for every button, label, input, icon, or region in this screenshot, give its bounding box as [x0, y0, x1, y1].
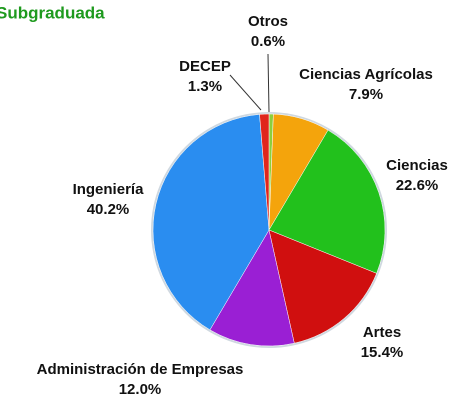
slice-value-label: 22.6%	[396, 177, 439, 194]
slice-value-label: 15.4%	[361, 344, 404, 361]
slice-label: Otros	[248, 13, 288, 30]
slice-value-label: 40.2%	[87, 201, 130, 218]
pie-slice	[259, 113, 270, 231]
slice-value-label: 7.9%	[349, 86, 383, 103]
leader-lines	[229, 53, 270, 113]
chart-title: Subgraduada	[0, 3, 105, 22]
slice-value-label: 0.6%	[251, 33, 285, 50]
pie-slice	[152, 114, 270, 331]
pie-slice	[268, 129, 386, 274]
slice-label: DECEP	[179, 58, 231, 75]
slice-label: Artes	[363, 324, 401, 341]
pie-slice	[209, 229, 295, 347]
slice-label: Administración de Empresas	[37, 361, 244, 378]
pie-slice	[268, 229, 377, 344]
slice-label: Ciencias	[386, 157, 448, 174]
slice-label: Ciencias Agrícolas	[299, 66, 433, 83]
slice-value-label: 1.3%	[188, 78, 222, 95]
slice-value-label: 12.0%	[119, 381, 162, 398]
leader-line	[229, 74, 262, 111]
leader-line	[267, 53, 270, 113]
slice-label: Ingeniería	[73, 181, 145, 198]
